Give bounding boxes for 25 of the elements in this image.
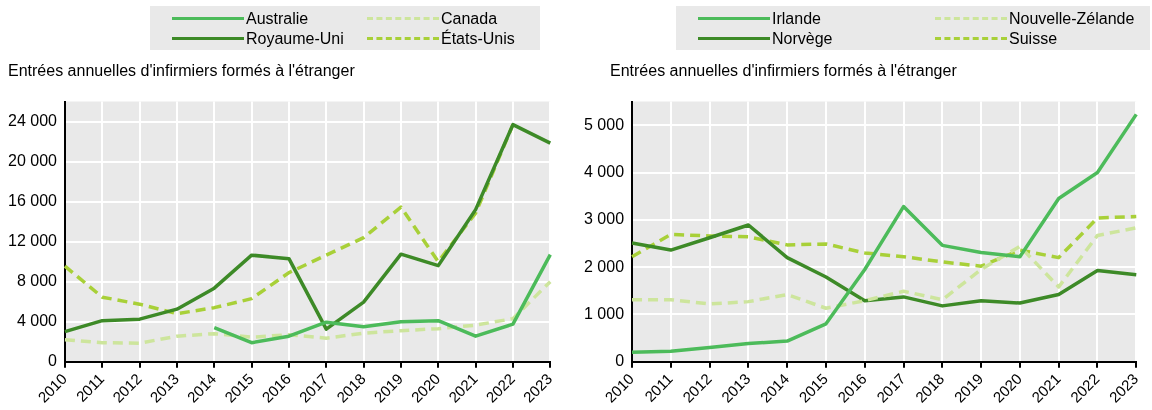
y-tick-label: 24 000: [8, 112, 58, 130]
y-tick-label: 12 000: [8, 232, 58, 250]
line-series: [63, 279, 553, 345]
y-tick-label: 4 000: [16, 312, 58, 330]
legend-label: États-Unis: [441, 28, 515, 48]
y-tick-label: 5 000: [583, 115, 625, 133]
y-tick-label: 1 000: [583, 304, 625, 322]
y-tick-label: 4 000: [583, 162, 625, 180]
y-tick-label: 3 000: [583, 210, 625, 228]
legend-label: Suisse: [1009, 28, 1058, 48]
legend-label: Irlande: [772, 8, 821, 28]
legend-label: Canada: [441, 8, 498, 28]
line-series: [630, 214, 1139, 268]
legend-label: Royaume-Uni: [246, 28, 344, 48]
legend-label: Nouvelle-Zélande: [1009, 8, 1135, 28]
y-tick-label: 16 000: [8, 192, 58, 210]
y-tick-label: 20 000: [8, 152, 58, 170]
y-tick-label: 2 000: [583, 257, 625, 275]
legend-label: Australie: [246, 8, 309, 28]
y-axis-title: Entrées annuelles d'infirmiers formés à l'étranger: [610, 62, 957, 80]
y-axis-title: Entrées annuelles d'infirmiers formés à l'étranger: [8, 62, 355, 80]
y-tick-label: 0: [615, 352, 625, 370]
legend-label: Norvège: [772, 28, 833, 48]
y-tick-label: 0: [48, 352, 58, 370]
y-tick-label: 8 000: [16, 272, 58, 290]
